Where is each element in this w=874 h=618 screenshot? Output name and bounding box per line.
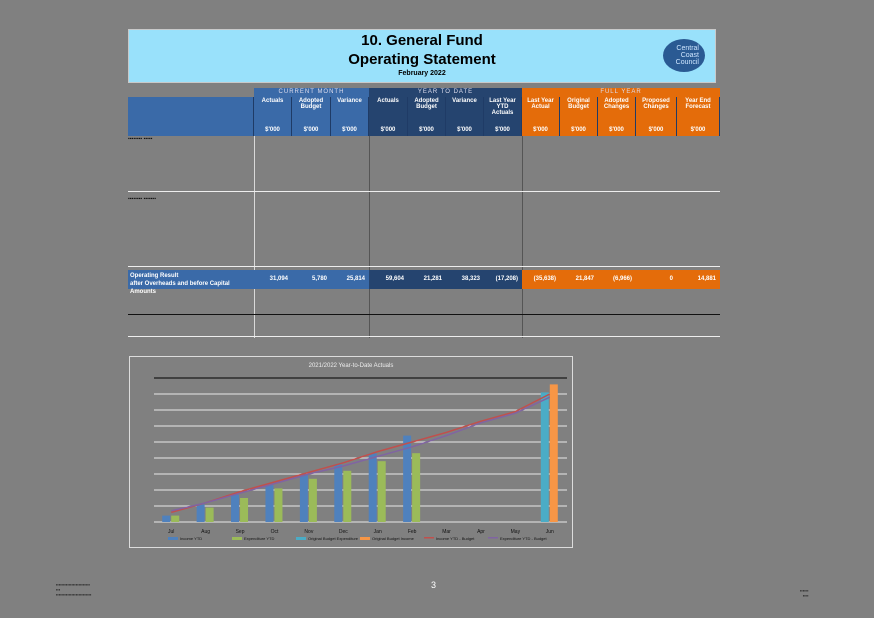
svg-text:Aug: Aug: [201, 529, 210, 535]
svg-text:Income YTD - Budget: Income YTD - Budget: [436, 536, 475, 541]
svg-text:Jan: Jan: [374, 529, 382, 535]
column-unit: $'000: [265, 127, 280, 133]
svg-text:Jun: Jun: [546, 529, 554, 535]
svg-text:Income YTD: Income YTD: [180, 536, 202, 541]
column-unit: $'000: [419, 127, 434, 133]
chart-plot: Jul Aug Sep Oct Nov Dec Jan Feb Mar Apr May Jun Inco…: [154, 377, 567, 541]
column-unit: $'000: [609, 127, 624, 133]
group-current-month: CURRENT MONTH: [254, 88, 369, 97]
svg-text:Dec: Dec: [339, 529, 348, 535]
column-header: Variance $'000: [331, 97, 369, 136]
svg-text:Apr: Apr: [477, 529, 485, 535]
column-label: Adopted Budget: [298, 98, 324, 110]
report-period: February 2022: [398, 70, 446, 77]
column-label: Proposed Changes: [642, 98, 670, 110]
column-unit: $'000: [342, 127, 357, 133]
column-header: Adopted Budget $'000: [408, 97, 446, 136]
column-label: Adopted Budget: [414, 98, 439, 110]
column-unit: $'000: [648, 127, 664, 133]
report-title: 10. General Fund: [361, 32, 483, 49]
logo-line: Coast: [680, 52, 699, 59]
group-full-year: FULL YEAR: [522, 88, 720, 97]
operating-result-cell: (6,966): [598, 270, 636, 289]
column-header: Last Year YTD Actuals $'000: [484, 97, 522, 136]
svg-text:Mar: Mar: [442, 529, 451, 535]
logo-line: Central: [676, 45, 699, 52]
council-logo: Central Coast Council: [663, 39, 705, 72]
column-unit: $'000: [690, 127, 706, 133]
column-unit: $'000: [571, 127, 586, 133]
svg-text:Expenditure YTD: Expenditure YTD: [244, 536, 274, 541]
column-unit: $'000: [303, 127, 319, 133]
column-label: Last Year YTD Actuals: [489, 98, 516, 116]
svg-text:Original Budget Income: Original Budget Income: [372, 536, 415, 541]
column-header: Actuals $'000: [254, 97, 292, 136]
svg-text:Sep: Sep: [236, 529, 245, 535]
column-header: Proposed Changes $'000: [636, 97, 677, 136]
column-label: Variance: [452, 98, 477, 104]
column-unit: $'000: [380, 127, 396, 133]
svg-text:Jul: Jul: [168, 529, 174, 535]
column-header: Adopted Budget $'000: [292, 97, 331, 136]
logo-line: Council: [675, 59, 699, 66]
column-label: Adopted Changes: [603, 98, 630, 110]
column-unit: $'000: [495, 127, 510, 133]
column-header: Actuals $'000: [369, 97, 408, 136]
report-subtitle: Operating Statement: [348, 51, 496, 68]
label-line2: after Overheads and before Capital Amoun…: [130, 281, 230, 295]
column-unit: $'000: [457, 127, 472, 133]
operating-result-cell: 38,323: [446, 270, 484, 289]
operating-result-cell: (17,208): [484, 270, 522, 289]
operating-result-cell: 0: [636, 270, 677, 289]
svg-text:Expenditure YTD - Budget: Expenditure YTD - Budget: [500, 536, 548, 541]
column-label: Actuals: [377, 98, 399, 104]
statement-header: 10. General Fund Operating Statement Feb…: [128, 29, 716, 83]
operating-statement-table: CURRENT MONTH YEAR TO DATE FULL YEAR Act…: [128, 88, 720, 338]
operating-result-cell: 21,847: [560, 270, 598, 289]
operating-result-row: Operating Result after Overheads and bef…: [128, 270, 720, 295]
operating-result-cell: 14,881: [677, 270, 720, 289]
column-label: Actuals: [261, 98, 284, 104]
section-operating-expenses: ▪▪▪▪▪▪▪▪ ▪▪▪▪▪▪▪: [128, 196, 156, 202]
operating-result-cell: 25,814: [331, 270, 369, 289]
chart-title: 2021/2022 Year-to-Date Actuals: [308, 363, 394, 369]
label-column-header: [128, 97, 254, 136]
operating-result-cell: 21,281: [408, 270, 446, 289]
label-line1: Operating Result: [130, 273, 179, 279]
operating-result-cell: 59,604: [369, 270, 408, 289]
column-header: Adopted Changes $'000: [598, 97, 636, 136]
column-label: Variance: [337, 98, 362, 104]
operating-result-cell: 31,094: [254, 270, 292, 289]
operating-result-label: Operating Result after Overheads and bef…: [128, 270, 254, 295]
column-headers: Actuals $'000 Adopted Budget $'000 Variance $…: [128, 97, 720, 136]
column-label: Original Budget: [567, 98, 590, 110]
column-header: Original Budget $'000: [560, 97, 598, 136]
svg-text:Nov: Nov: [304, 529, 313, 535]
column-label: Year End Forecast: [685, 98, 711, 110]
section-operating-income: ▪▪▪▪▪▪▪▪ ▪▪▪▪▪: [128, 136, 153, 142]
svg-text:Original Budget Expenditure: Original Budget Expenditure: [308, 536, 359, 541]
column-header: Variance $'000: [446, 97, 484, 136]
svg-text:May: May: [511, 529, 521, 535]
page-number: 3: [431, 580, 437, 590]
column-label: Last Year Actual: [527, 98, 554, 110]
group-year-to-date: YEAR TO DATE: [369, 88, 522, 97]
footer-left-text: ▪▪▪▪▪▪▪▪▪▪▪▪▪▪▪▪▪▪▪▪▪▪▪▪ ▪▪▪ ▪▪▪▪▪▪▪▪▪▪▪▪▪…: [56, 582, 92, 597]
operating-result-cell: 5,780: [292, 270, 331, 289]
column-header: Last Year Actual $'000: [522, 97, 560, 136]
ytd-chart: 2021/2022 Year-to-Date Actuals Jul Aug Sep…: [129, 356, 573, 548]
column-header: Year End Forecast $'000: [677, 97, 720, 136]
operating-result-cell: (35,638): [522, 270, 560, 289]
column-unit: $'000: [533, 127, 548, 133]
footer-right-text: ▪▪▪▪▪▪ ▪▪▪▪: [800, 588, 809, 598]
svg-text:Feb: Feb: [408, 529, 417, 535]
svg-text:Oct: Oct: [271, 529, 279, 535]
